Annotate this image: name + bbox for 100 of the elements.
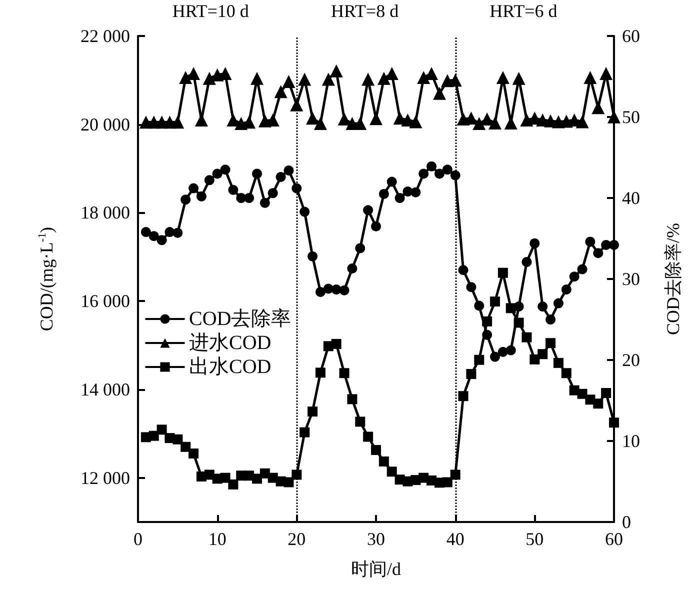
point — [282, 75, 296, 88]
point — [426, 161, 437, 172]
y-tick-label: 12 000 — [80, 468, 130, 488]
y2-axis-title: COD去除率/% — [663, 222, 683, 335]
point — [553, 298, 564, 308]
point — [226, 113, 240, 126]
point — [482, 316, 492, 326]
x-tick-label: 40 — [446, 529, 464, 549]
point — [228, 479, 238, 490]
point — [188, 448, 199, 459]
point — [228, 184, 238, 195]
point — [300, 206, 310, 217]
point — [520, 113, 534, 126]
y-tick-label: 20 000 — [80, 114, 130, 134]
y-tick-label: 18 000 — [80, 202, 130, 223]
legend-label: 进水COD — [189, 332, 272, 354]
point — [458, 391, 468, 402]
point — [561, 284, 572, 295]
point — [600, 67, 613, 80]
point — [553, 358, 564, 368]
point — [488, 116, 502, 130]
point — [338, 112, 351, 126]
point — [322, 72, 335, 86]
point — [593, 248, 604, 258]
point — [506, 345, 516, 356]
point — [514, 318, 524, 328]
x-tick-label: 10 — [208, 529, 226, 549]
point — [593, 398, 604, 409]
y2-tick-label: 20 — [622, 350, 640, 370]
point — [156, 424, 167, 435]
point — [252, 474, 262, 484]
point — [538, 349, 548, 360]
x-tick-label: 60 — [605, 529, 623, 549]
point — [577, 264, 588, 274]
point — [409, 115, 422, 128]
point — [148, 231, 159, 242]
point — [355, 243, 366, 254]
point — [432, 86, 446, 100]
point — [220, 472, 230, 483]
point — [300, 427, 310, 438]
point — [274, 85, 288, 98]
point — [609, 240, 619, 250]
point — [576, 115, 589, 128]
y2-tick-label: 50 — [622, 107, 640, 127]
point — [450, 470, 460, 480]
point — [212, 168, 222, 179]
point — [394, 193, 405, 203]
point — [234, 116, 248, 130]
point — [434, 168, 444, 179]
point — [242, 116, 256, 129]
point — [474, 354, 484, 365]
point — [244, 193, 254, 203]
text: HRT=8 d — [331, 1, 399, 21]
y2-tick-label: 10 — [622, 431, 640, 451]
point — [498, 268, 508, 278]
y-axis-title: COD/(mg·L-1) — [36, 226, 56, 332]
point — [442, 477, 452, 488]
point — [202, 72, 216, 85]
y2-tick-label: 0 — [622, 512, 631, 532]
point — [220, 164, 230, 175]
point — [442, 164, 452, 175]
point — [308, 406, 318, 417]
point — [377, 72, 390, 85]
point — [474, 300, 484, 311]
point — [140, 227, 151, 238]
point — [538, 302, 548, 312]
point — [530, 238, 540, 248]
point — [386, 466, 397, 477]
point — [363, 205, 374, 216]
point — [180, 442, 191, 452]
text: HRT=10 d — [172, 1, 249, 21]
point — [378, 188, 389, 199]
point — [250, 72, 264, 85]
y2-tick-label: 60 — [622, 26, 640, 46]
point — [172, 434, 183, 444]
y-tick-label: 14 000 — [80, 379, 130, 400]
point — [315, 368, 326, 378]
point — [331, 338, 342, 349]
point — [482, 330, 492, 340]
y2-tick-label: 40 — [622, 188, 640, 208]
point — [609, 418, 619, 428]
point — [458, 265, 468, 276]
point — [179, 71, 192, 84]
point — [496, 71, 510, 84]
point — [512, 72, 526, 85]
point — [601, 388, 612, 398]
point — [592, 101, 605, 114]
point — [252, 168, 262, 179]
x-tick-label: 30 — [367, 529, 385, 549]
point — [172, 228, 183, 238]
point — [546, 314, 556, 324]
x-axis-title: 时间/d — [350, 559, 402, 579]
point — [347, 394, 358, 404]
point — [561, 368, 572, 378]
point — [188, 183, 199, 194]
y-tick-label: 16 000 — [80, 291, 130, 312]
point — [522, 256, 532, 267]
point — [466, 282, 476, 292]
point — [298, 72, 312, 86]
point — [417, 71, 430, 84]
